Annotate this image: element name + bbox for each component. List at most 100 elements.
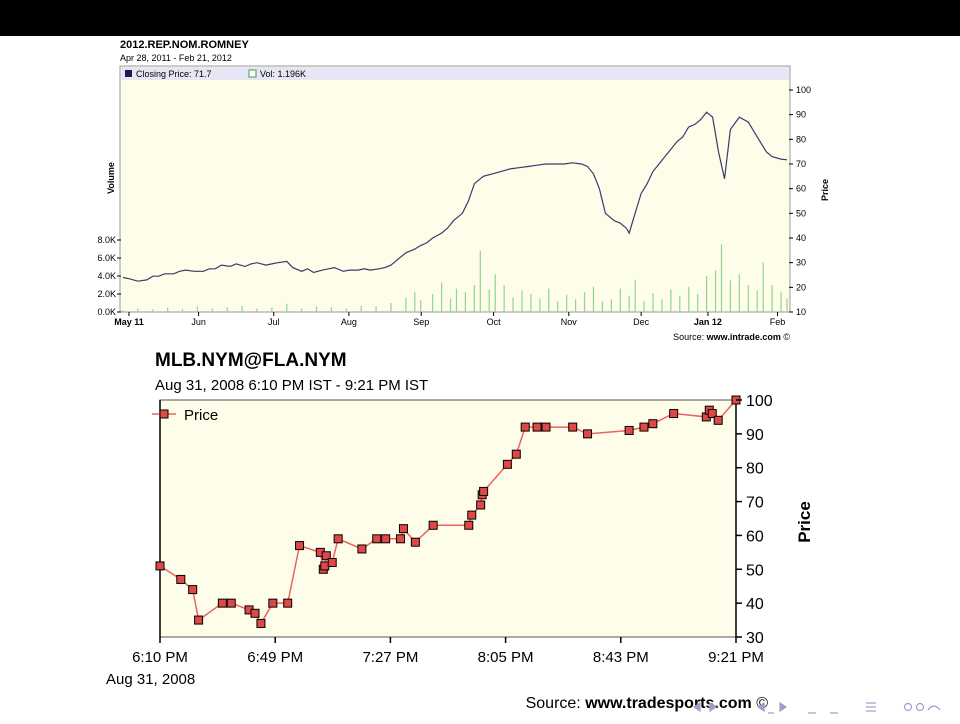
slide-navigation [692, 701, 941, 714]
chart1-source: Source: www.intrade.com © [673, 332, 790, 342]
x-tick-label: Feb [770, 317, 786, 327]
price-point [583, 429, 593, 439]
chart1-title: 2012.REP.NOM.ROMNEY [120, 39, 249, 51]
price-point [479, 486, 489, 496]
price-point [476, 500, 486, 510]
price-point [520, 422, 530, 432]
price-tick-label: 40 [796, 233, 806, 243]
chart2-y-ticks: 100 90 80 70 60 50 40 30 [736, 393, 773, 647]
next-section-icon[interactable] [779, 701, 788, 713]
x-tick-label: 6:10 PM [132, 649, 188, 666]
price-point [713, 415, 723, 425]
chart2-plot-area [159, 399, 737, 638]
y-tick-label: 70 [746, 495, 764, 512]
x-tick-label: Sep [413, 317, 429, 327]
prev-section-icon[interactable] [756, 701, 774, 714]
price-point [398, 524, 408, 534]
price-point [256, 618, 266, 628]
chart2-x-ticks: 6:10 PM 6:49 PM 7:27 PM 8:05 PM 8:43 PM 9:21 … [132, 637, 764, 666]
y-tick-label: 100 [746, 393, 773, 410]
volume-tick-label: 4.0K [97, 271, 116, 281]
price-point [467, 510, 477, 520]
price-point [395, 534, 405, 544]
x-tick-label: 8:43 PM [593, 649, 649, 666]
price-point [295, 541, 305, 551]
price-point [568, 422, 578, 432]
chart1-x-ticks: May 11 Jun Jul Aug Sep Oct Nov Dec Jan 12 Feb [114, 312, 785, 327]
x-tick-label: 9:21 PM [708, 649, 764, 666]
volume-tick-label: 2.0K [97, 289, 116, 299]
chart1-price-ticks: 100 90 80 70 60 50 40 30 20 10 [789, 85, 811, 317]
chart1-subtitle: Apr 28, 2011 - Feb 21, 2012 [120, 53, 232, 63]
price-point [176, 574, 186, 584]
volume-legend-icon [248, 69, 257, 78]
x-tick-label: Jan 12 [694, 317, 722, 327]
price-point [250, 608, 260, 618]
price-point [155, 561, 165, 571]
price-point [410, 537, 420, 547]
y-tick-label: 90 [746, 427, 764, 444]
x-tick-label: Oct [487, 317, 502, 327]
x-tick-label: 7:27 PM [362, 649, 418, 666]
chart2-subtitle: Aug 31, 2008 6:10 PM IST - 9:21 PM IST [155, 377, 428, 394]
chart2-x-date: Aug 31, 2008 [106, 671, 195, 688]
y-tick-label: 60 [746, 528, 764, 545]
price-point [381, 534, 391, 544]
intrade-chart: 2012.REP.NOM.ROMNEY Apr 28, 2011 - Feb 2… [97, 39, 830, 342]
price-point [226, 598, 236, 608]
chart2-legend-marker-icon [159, 409, 169, 419]
price-point [321, 551, 331, 561]
slide-top-bar [0, 0, 960, 36]
price-point [357, 544, 367, 554]
chart1-legend-closing: Closing Price: 71.7 [136, 69, 212, 79]
price-point [428, 520, 438, 530]
price-point [372, 534, 382, 544]
prev-frame-icon[interactable] [692, 701, 701, 713]
y-tick-label: 30 [746, 630, 764, 647]
chart2-markers [155, 395, 741, 628]
search-icon[interactable] [903, 702, 941, 712]
price-tick-label: 90 [796, 110, 806, 120]
price-point [194, 615, 204, 625]
price-point [283, 598, 293, 608]
price-point [669, 409, 679, 419]
align-icon[interactable] [866, 702, 876, 712]
y-tick-label: 80 [746, 461, 764, 478]
price-tick-label: 30 [796, 258, 806, 268]
price-point [648, 419, 658, 429]
price-point [268, 598, 278, 608]
chart1-ylabel-price: Price [820, 179, 830, 201]
chart2-legend-label: Price [184, 407, 218, 424]
volume-tick-label: 8.0K [97, 235, 116, 245]
price-point [639, 422, 649, 432]
price-point [532, 422, 542, 432]
x-tick-label: Aug [341, 317, 357, 327]
price-tick-label: 10 [796, 307, 806, 317]
chart1-legend-vol: Vol: 1.196K [260, 69, 306, 79]
price-point [541, 422, 551, 432]
next-frame-icon[interactable] [709, 701, 718, 713]
x-tick-label: 6:49 PM [247, 649, 303, 666]
price-point [188, 585, 198, 595]
price-tick-label: 20 [796, 282, 806, 292]
x-tick-label: May 11 [114, 317, 144, 327]
chart2-price-line [159, 399, 737, 625]
volume-tick-label: 6.0K [97, 253, 116, 263]
price-tick-label: 80 [796, 134, 806, 144]
chart2-title: MLB.NYM@FLA.NYM [155, 350, 347, 371]
chart1-volume-bars [122, 244, 788, 312]
price-point [327, 558, 337, 568]
price-point [511, 449, 521, 459]
price-point [624, 425, 634, 435]
tradesports-chart: MLB.NYM@FLA.NYM Aug 31, 2008 6:10 PM IST… [106, 350, 814, 712]
price-tick-label: 60 [796, 184, 806, 194]
chart2-ylabel: Price [795, 501, 814, 543]
price-point [502, 459, 512, 469]
price-tick-label: 100 [796, 85, 811, 95]
x-tick-label: Jun [191, 317, 206, 327]
price-point [464, 520, 474, 530]
price-point [320, 561, 330, 571]
x-tick-label: Nov [561, 317, 578, 327]
y-tick-label: 50 [746, 562, 764, 579]
price-tick-label: 50 [796, 208, 806, 218]
